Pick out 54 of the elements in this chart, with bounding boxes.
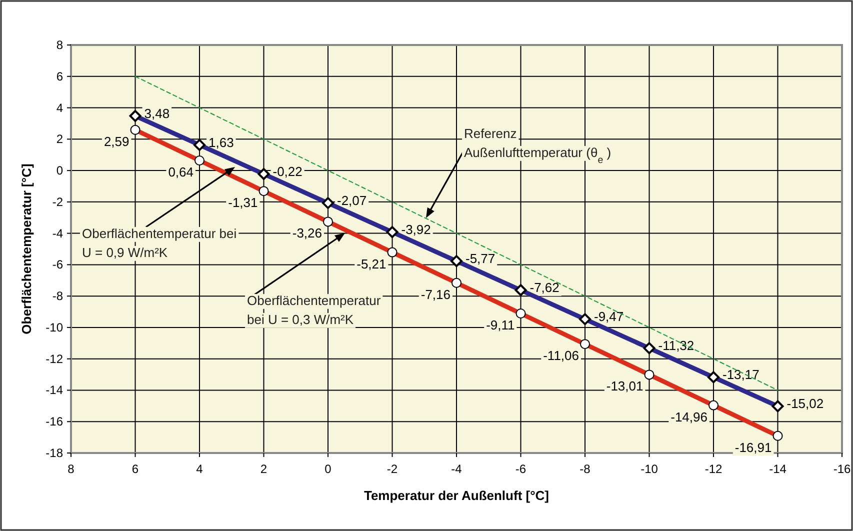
- data-label: -3,26: [292, 226, 322, 241]
- y-tick-label: -8: [52, 289, 64, 304]
- data-label: 2,59: [104, 134, 130, 149]
- x-tick-label: 0: [324, 462, 332, 476]
- data-label: -5,21: [356, 256, 386, 272]
- y-tick-label: -2: [52, 194, 64, 209]
- data-label: 0,64: [168, 164, 194, 180]
- x-tick-label: 6: [132, 462, 139, 476]
- data-label: -0,22: [272, 164, 302, 179]
- y-tick-label: 2: [56, 132, 64, 146]
- y-tick-label: -12: [46, 352, 64, 366]
- data-label: -15,02: [786, 396, 824, 412]
- y-tick-label: -18: [46, 446, 64, 460]
- data-label: -7,62: [530, 280, 560, 296]
- y-tick-label: -14: [46, 383, 64, 398]
- x-tick-label: 2: [260, 462, 268, 476]
- y-tick-label: -4: [52, 226, 64, 240]
- annotation: Referenz Außenlufttemperatur (θ$_{e}$): [464, 126, 612, 166]
- y-tick-label: -10: [46, 320, 64, 334]
- data-label: -7,16: [420, 286, 450, 302]
- data-label: -13,17: [722, 367, 760, 382]
- y-tick-label: 8: [56, 38, 64, 52]
- x-tick-label: 4: [196, 462, 204, 476]
- x-tick-label: -16: [833, 462, 851, 476]
- y-tick-label: -6: [52, 258, 64, 272]
- data-label: -11,32: [658, 338, 694, 354]
- x-tick-label: -8: [580, 462, 591, 476]
- data-label: 3,48: [144, 106, 170, 121]
- data-label: -2,07: [337, 193, 367, 208]
- y-tick-label: 0: [56, 164, 64, 178]
- x-tick-label: -6: [515, 462, 526, 476]
- x-tick-label: -4: [451, 462, 462, 476]
- y-axis-title: Oberflächentemperatur [°C]: [19, 164, 34, 334]
- data-label: -5,77: [466, 251, 496, 266]
- y-tick-label: 4: [56, 100, 64, 115]
- x-tick-label: -10: [640, 462, 658, 476]
- data-label: -13,01: [606, 378, 644, 394]
- data-label: -9,11: [486, 317, 515, 332]
- x-tick-label: 8: [68, 462, 75, 476]
- data-label: -16,91: [734, 440, 772, 455]
- x-tick-label: -14: [769, 462, 787, 476]
- x-tick-label: -12: [704, 462, 722, 476]
- x-tick-label: -2: [386, 462, 398, 476]
- data-label: -14,96: [670, 409, 708, 424]
- annotation: Oberflächentemperatur bei U = 0,3 W/m²K: [247, 293, 382, 327]
- data-label: -3,92: [401, 222, 431, 238]
- data-label: 1,63: [208, 134, 234, 150]
- x-axis-title: Temperatur der Außenluft [°C]: [364, 488, 550, 503]
- y-tick-label: 6: [56, 69, 64, 84]
- data-label: -11,06: [543, 348, 579, 364]
- annotation: Oberflächentemperatur bei U = 0,9 W/m²K: [82, 226, 237, 260]
- y-tick-label: -16: [46, 414, 64, 429]
- data-label: -1,31: [228, 195, 258, 210]
- data-label: -9,47: [594, 309, 624, 324]
